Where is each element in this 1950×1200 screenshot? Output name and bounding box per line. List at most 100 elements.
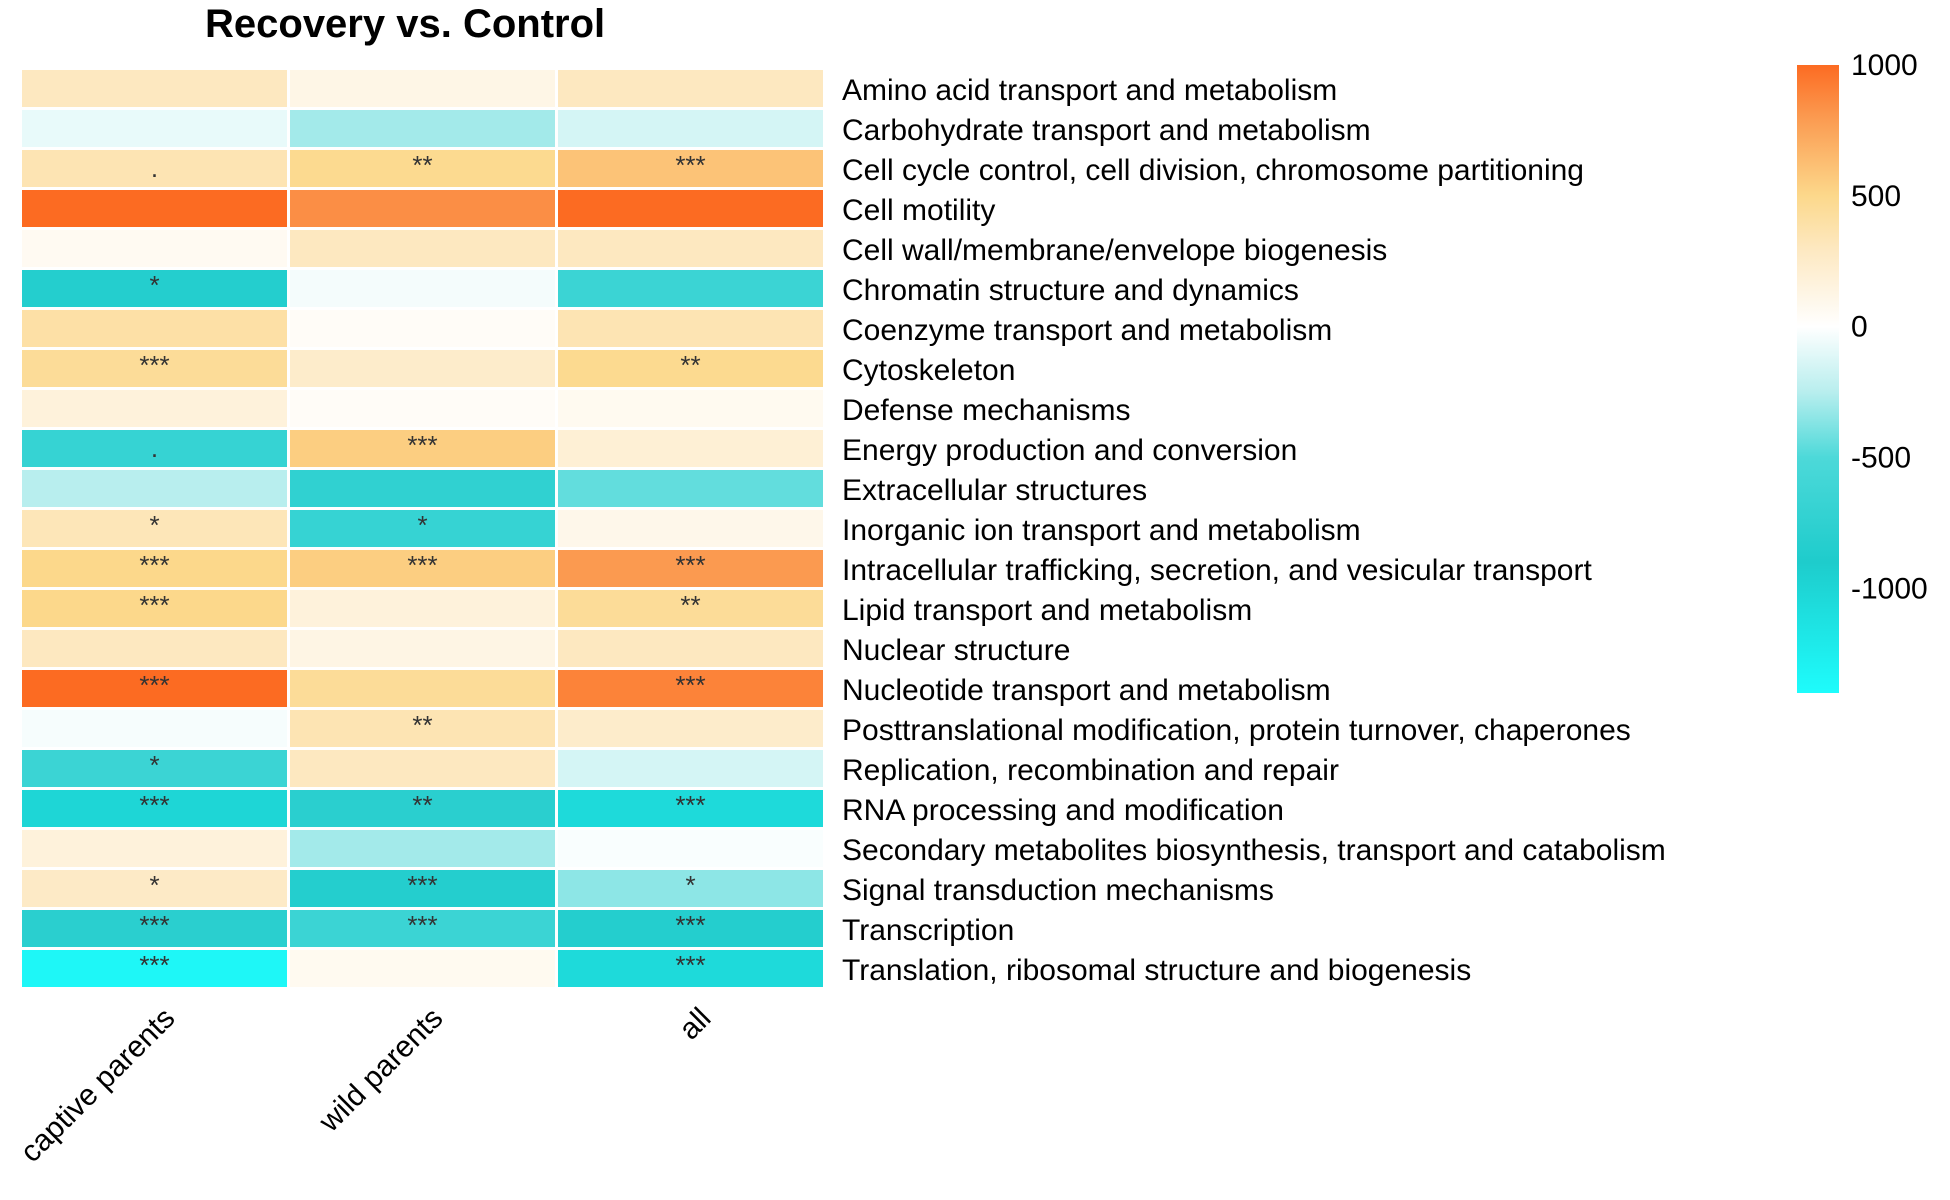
significance-label: *** [675, 910, 705, 940]
heatmap-cell [558, 150, 823, 187]
heatmap-cell [290, 110, 555, 147]
heatmap-cell [22, 830, 287, 867]
heatmap-cell [22, 150, 287, 187]
color-legend-ticks: 1000 500 0 -500 -1000 [1851, 49, 1928, 605]
legend-tick-label: -500 [1851, 442, 1911, 475]
significance-label: * [149, 750, 159, 780]
heatmap-cell [558, 950, 823, 987]
row-label: Energy production and conversion [842, 434, 1297, 467]
heatmap-cell [290, 470, 555, 507]
heatmap-cell [22, 470, 287, 507]
heatmap-cell [558, 870, 823, 907]
heatmap-cell [22, 70, 287, 107]
heatmap-cell [22, 750, 287, 787]
heatmap-cell [558, 550, 823, 587]
legend-tick-label: -1000 [1851, 572, 1928, 605]
legend-tick-label: 1000 [1851, 49, 1918, 82]
heatmap-cell [22, 110, 287, 147]
significance-label: *** [675, 950, 705, 980]
heatmap-cell [558, 470, 823, 507]
heatmap-cell [558, 70, 823, 107]
significance-label: *** [139, 550, 169, 580]
chart-title: Recovery vs. Control [205, 2, 605, 46]
heatmap-cell [290, 670, 555, 707]
significance-label: * [149, 510, 159, 540]
heatmap-cell [290, 70, 555, 107]
heatmap-cell [22, 430, 287, 467]
heatmap-cell [290, 430, 555, 467]
significance-label: * [685, 870, 695, 900]
heatmap-cell [558, 790, 823, 827]
heatmap-cell [22, 390, 287, 427]
heatmap-cell [558, 630, 823, 667]
row-label: Nucleotide transport and metabolism [842, 674, 1331, 707]
heatmap-cell [558, 750, 823, 787]
heatmap-cell [290, 790, 555, 827]
heatmap-cell [22, 230, 287, 267]
significance-label: * [149, 270, 159, 300]
heatmap-cell [22, 270, 287, 307]
heatmap-cell [22, 190, 287, 227]
heatmap-cells [22, 70, 823, 987]
significance-label: *** [675, 790, 705, 820]
heatmap-cell [22, 710, 287, 747]
heatmap-cell [558, 510, 823, 547]
significance-label: ** [412, 150, 432, 180]
heatmap-cell [558, 270, 823, 307]
heatmap-cell [290, 270, 555, 307]
legend-tick-label: 500 [1851, 180, 1901, 213]
heatmap-cell [22, 350, 287, 387]
heatmap-cell [290, 950, 555, 987]
significance-marks: . ** ******* **. **** **** *** ****** ***** *****… [139, 150, 705, 980]
heatmap-cell [22, 870, 287, 907]
row-label: Cell motility [842, 194, 995, 227]
heatmap-cell [22, 590, 287, 627]
row-label: Secondary metabolites biosynthesis, tran… [842, 834, 1666, 867]
heatmap-cell [290, 750, 555, 787]
significance-label: ** [680, 350, 700, 380]
significance-label: *** [407, 550, 437, 580]
heatmap-cell [558, 670, 823, 707]
significance-label: *** [139, 590, 169, 620]
row-label: Replication, recombination and repair [842, 754, 1339, 787]
heatmap-cell [558, 350, 823, 387]
row-label: Lipid transport and metabolism [842, 594, 1252, 627]
row-label: Coenzyme transport and metabolism [842, 314, 1332, 347]
row-label: Posttranslational modification, protein … [842, 714, 1631, 747]
row-label: Signal transduction mechanisms [842, 874, 1274, 907]
color-legend-bar [1797, 65, 1839, 693]
heatmap-cell [290, 630, 555, 667]
heatmap-cell [290, 550, 555, 587]
column-label: captive parents [14, 1002, 181, 1169]
heatmap-cell [290, 390, 555, 427]
heatmap-cell [290, 190, 555, 227]
column-label: all [673, 1002, 718, 1047]
significance-label: *** [675, 670, 705, 700]
heatmap-cell [290, 590, 555, 627]
row-label: RNA processing and modification [842, 794, 1284, 827]
significance-label: *** [407, 910, 437, 940]
significance-label: *** [139, 670, 169, 700]
heatmap-cell [22, 950, 287, 987]
row-label: Translation, ribosomal structure and bio… [842, 954, 1471, 987]
row-label: Cytoskeleton [842, 354, 1015, 387]
significance-label: *** [407, 430, 437, 460]
heatmap-cell [558, 430, 823, 467]
significance-label: *** [139, 910, 169, 940]
significance-label: ** [680, 590, 700, 620]
heatmap-cell [558, 190, 823, 227]
heatmap-cell [290, 150, 555, 187]
heatmap-cell [558, 830, 823, 867]
heatmap-cell [558, 230, 823, 267]
heatmap-cell [22, 910, 287, 947]
significance-label: *** [675, 550, 705, 580]
row-label: Nuclear structure [842, 634, 1070, 667]
heatmap-cell [558, 910, 823, 947]
row-label: Defense mechanisms [842, 394, 1130, 427]
significance-label: *** [675, 150, 705, 180]
color-legend: 1000 500 0 -500 -1000 [1797, 49, 1928, 693]
significance-label: ** [412, 790, 432, 820]
significance-label: * [417, 510, 427, 540]
column-labels: captive parents wild parents all [14, 1002, 717, 1169]
heatmap-cell [290, 350, 555, 387]
